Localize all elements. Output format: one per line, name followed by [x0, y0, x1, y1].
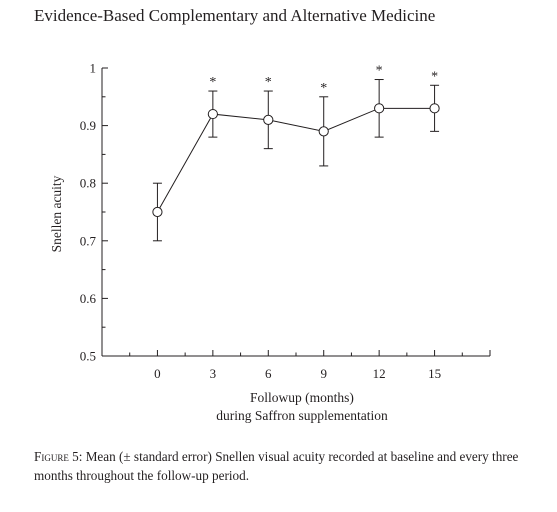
chart-marks: * * * * *: [152, 64, 440, 242]
significance-marker: *: [209, 75, 216, 90]
series-line: [156, 107, 435, 213]
x-axis-label-line-2: during Saffron supplementation: [216, 408, 388, 423]
x-axis-label-line-1: Followup (months): [250, 390, 354, 405]
data-point: [374, 103, 385, 114]
journal-header: Evidence-Based Complementary and Alterna…: [34, 6, 436, 25]
data-point: [429, 103, 440, 114]
x-tick-label: 0: [154, 366, 161, 381]
y-tick-label: 1: [90, 61, 97, 76]
significance-marker: *: [265, 75, 272, 90]
chart-axes: 0.5 0.6 0.7 0.8 0.9 1 0 3 6 9 12 15: [80, 61, 491, 381]
x-tick-label: 9: [320, 366, 327, 381]
x-tick-label: 3: [210, 366, 217, 381]
figure-caption: Figure 5: Mean (± standard error) Snelle…: [34, 447, 539, 485]
x-tick-label: 15: [428, 366, 441, 381]
y-axis-label: Snellen acuity: [49, 175, 64, 252]
y-tick-label: 0.6: [80, 291, 97, 306]
significance-marker: *: [320, 81, 327, 96]
snellen-acuity-chart: 0.5 0.6 0.7 0.8 0.9 1 0 3 6 9 12 15 * * * * * Snellen a…: [49, 61, 491, 423]
data-point: [207, 108, 218, 120]
y-tick-label: 0.7: [80, 233, 97, 248]
significance-marker: *: [376, 64, 383, 79]
data-point: [263, 114, 274, 125]
x-tick-label: 12: [373, 366, 386, 381]
figure-label: Figure 5:: [34, 449, 83, 464]
significance-marker: *: [431, 69, 438, 84]
x-tick-label: 6: [265, 366, 272, 381]
data-point: [152, 206, 163, 218]
y-tick-label: 0.5: [80, 349, 96, 364]
caption-text: Mean (± standard error) Snellen visual a…: [34, 449, 519, 483]
data-point: [318, 126, 329, 137]
y-tick-label: 0.8: [80, 176, 96, 191]
y-tick-label: 0.9: [80, 118, 96, 133]
